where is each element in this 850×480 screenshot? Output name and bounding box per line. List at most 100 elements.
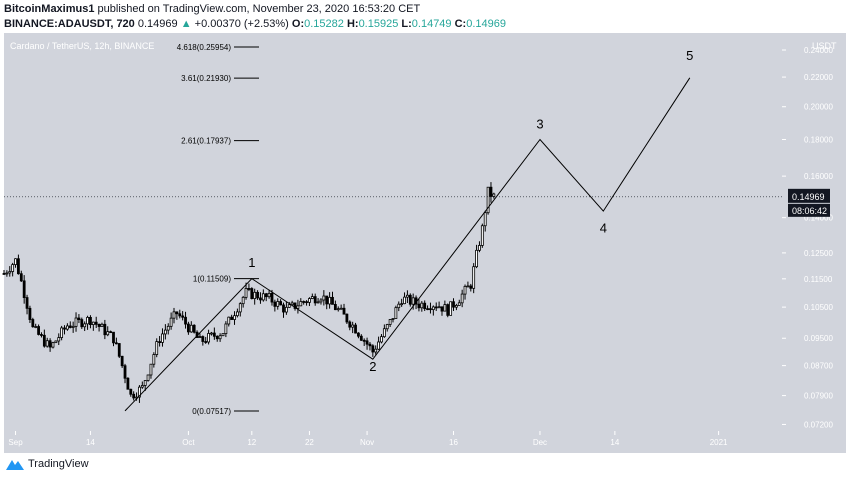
plot-area[interactable] [4,33,782,431]
candle [83,321,87,332]
candle-up-body [210,332,213,335]
time-axis-area[interactable] [4,431,846,453]
candle-down-body [103,323,107,336]
candle-up-body [460,293,464,304]
candle-up-body [149,363,153,376]
candle-down-body [22,280,26,298]
low-label: L: [401,18,412,30]
candle [452,298,455,311]
time-axis: Sep 14 Oct 12 22 Nov 16 Dec 14 2021 [8,431,728,447]
candle-up-body [238,303,242,313]
candle [155,338,159,358]
candle-up-body [8,271,12,274]
candle [429,302,432,314]
time-tick-label: 12 [247,438,256,447]
candle-down-body [178,313,182,317]
candle [212,327,216,340]
candle [8,266,12,277]
candle [443,300,447,312]
candle-down-body [68,325,72,328]
chart-title: Cardano / TetherUS, 12h, BINANCE [10,41,154,51]
candle-up-body [207,333,210,343]
candle-up-body [296,305,300,309]
candle [357,332,360,339]
candle [80,317,84,329]
price-tick-label: 0.20000 [804,103,833,112]
price-tick-label: 0.10500 [804,303,833,312]
fib-level-label: 1(0.11509) [193,275,231,284]
price-tick-label: 0.09500 [804,334,833,343]
candle-up-body [51,342,55,348]
candle-up-body [478,245,481,251]
wave-label-3: 3 [536,116,543,131]
candle-up-body [5,272,9,275]
candle-up-body [74,317,78,327]
candle [388,319,392,327]
candle [14,258,17,268]
candle-down-body [17,258,20,275]
candle-up-body [391,318,395,320]
candle [31,317,35,328]
time-tick-label: Dec [533,438,547,447]
candle [89,315,92,329]
candle [63,325,66,335]
candle-down-body [417,303,421,309]
candle [198,333,202,338]
price-tick-label: 0.07200 [804,420,833,429]
time-tick-label: 14 [86,438,95,447]
candle [305,300,308,306]
candle [120,355,124,368]
candle-up-body [406,294,409,298]
candle [293,302,297,311]
candle [146,374,150,382]
candle [91,321,95,331]
candle [28,305,32,323]
price-axis-area[interactable] [782,33,846,431]
candle [267,289,271,299]
candle [158,336,162,347]
published-text: published on TradingView.com, November 2… [97,3,421,15]
fib-level-label: 0(0.07517) [192,407,231,416]
candle [129,388,133,397]
author-name[interactable]: BitcoinMaximus1 [4,3,95,15]
candle-down-body [331,296,334,305]
candle-up-body [308,298,311,303]
candle [480,223,484,248]
candle [368,341,372,351]
candle [380,334,383,344]
candle [385,323,389,332]
price-axis: 0.24000 0.22000 0.20000 0.18000 0.16000 0.140… [782,46,833,429]
candle-down-body [452,301,455,308]
tradingview-brand[interactable]: TradingView [28,458,89,470]
candle [431,305,435,316]
time-tick-label: 16 [449,438,458,447]
candle-down-body [117,343,121,357]
candle [250,287,254,300]
candle-up-body [140,385,144,388]
candle-up-body [466,285,470,288]
candle-up-body [146,374,150,381]
candle [138,385,141,403]
candle-down-body [126,377,130,390]
candle-down-body [120,355,124,367]
candle [172,307,176,324]
candle [161,328,164,347]
candle-down-body [354,324,357,334]
candle-up-body [316,301,320,304]
candle-up-body [319,299,323,303]
candle-down-body [132,393,136,399]
candle [420,301,424,312]
candle [454,303,458,311]
candle-up-body [310,296,314,299]
candle [117,343,121,359]
candle [221,333,225,337]
wave-label-4: 4 [600,220,607,235]
price-chart[interactable]: Cardano / TetherUS, 12h, BINANCE USDT 0.… [0,33,850,453]
candle-up-body [65,325,69,330]
candle [426,305,429,311]
candle [460,289,464,308]
candle [230,314,234,320]
candle [348,320,352,331]
price-tick-label: 0.08700 [804,362,833,371]
candle-up-body [380,336,383,343]
